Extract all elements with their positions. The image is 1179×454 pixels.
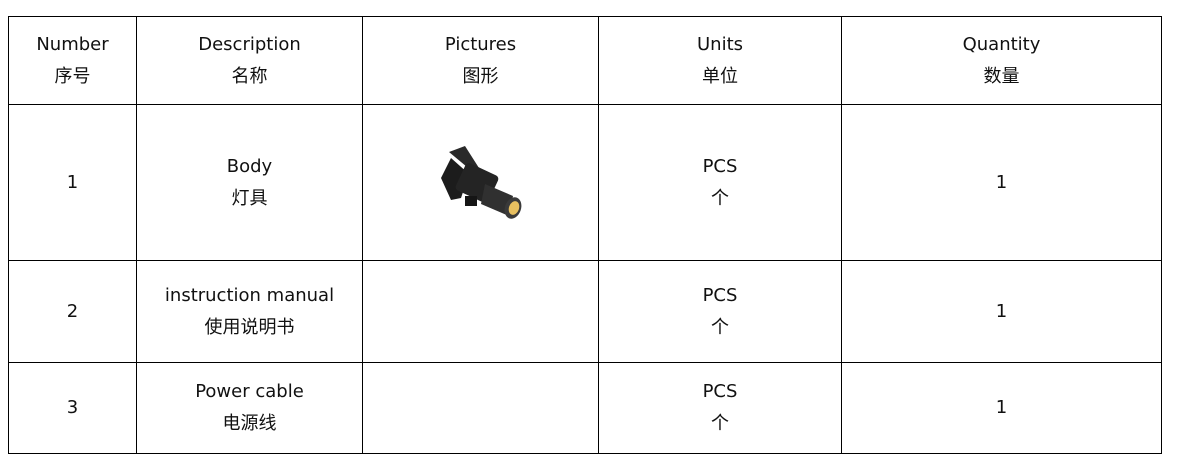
quantity-cell: 1	[841, 104, 1162, 261]
data-row: 3 Power cable 电源线 PCS 个 1	[8, 362, 1162, 454]
cell-text-zh: 数量	[983, 65, 1020, 87]
cell-text-zh: 个	[711, 413, 729, 434]
cell-text-zh: 灯具	[231, 187, 268, 209]
cell-text-en: Power cable	[195, 381, 304, 402]
header-row: Number 序号 Description 名称 Pictures 图形 Units 单位 Qu…	[8, 16, 1162, 105]
cell-text-zh: 序号	[54, 65, 91, 87]
header-cell: Description 名称	[136, 16, 363, 105]
header-cell: Pictures 图形	[362, 16, 599, 105]
units-cell: PCS 个	[598, 104, 842, 261]
packing-table: Number 序号 Description 名称 Pictures 图形 Units 单位 Qu…	[8, 16, 1162, 454]
cell-text-en: Pictures	[444, 33, 517, 55]
data-row: 2 instruction manual 使用说明书 PCS 个 1	[8, 260, 1162, 363]
number-cell: 2	[8, 260, 137, 363]
data-row: 1 Body 灯具 PCS 个 1	[8, 104, 1162, 261]
cell-text-en: Quantity	[962, 33, 1041, 55]
description-cell: Power cable 电源线	[136, 362, 363, 454]
number-cell: 1	[8, 104, 137, 261]
picture-cell	[362, 104, 599, 261]
cell-text-zh: 电源线	[222, 413, 277, 434]
cell-text-en: PCS	[702, 284, 738, 306]
cell-text-en: instruction manual	[164, 284, 335, 306]
cell-text-zh: 名称	[231, 65, 268, 87]
picture-cell	[362, 260, 599, 363]
header-cell: Units 单位	[598, 16, 842, 105]
description-cell: Body 灯具	[136, 104, 363, 261]
cell-text-zh: 个	[711, 316, 729, 338]
description-cell: instruction manual 使用说明书	[136, 260, 363, 363]
quantity-cell: 1	[841, 260, 1162, 363]
cell-text-zh: 使用说明书	[204, 316, 295, 338]
units-cell: PCS 个	[598, 362, 842, 454]
cell-text-zh: 单位	[702, 65, 738, 87]
quantity-cell: 1	[841, 362, 1162, 454]
cell-text-en: PCS	[702, 155, 738, 177]
cell-text-zh: 个	[711, 187, 729, 209]
header-cell: Number 序号	[8, 16, 137, 105]
cell-text-en: Description	[198, 33, 301, 55]
lamp-picture	[440, 145, 521, 219]
number-cell: 3	[8, 362, 137, 454]
picture-cell	[362, 362, 599, 454]
cell-text-zh: 图形	[462, 65, 499, 87]
units-cell: PCS 个	[598, 260, 842, 363]
cell-text-en: Number	[36, 33, 109, 55]
cell-text-en: Units	[696, 33, 744, 55]
header-cell: Quantity 数量	[841, 16, 1162, 105]
cell-text-en: Body	[226, 155, 273, 177]
cell-text-en: PCS	[702, 381, 738, 402]
